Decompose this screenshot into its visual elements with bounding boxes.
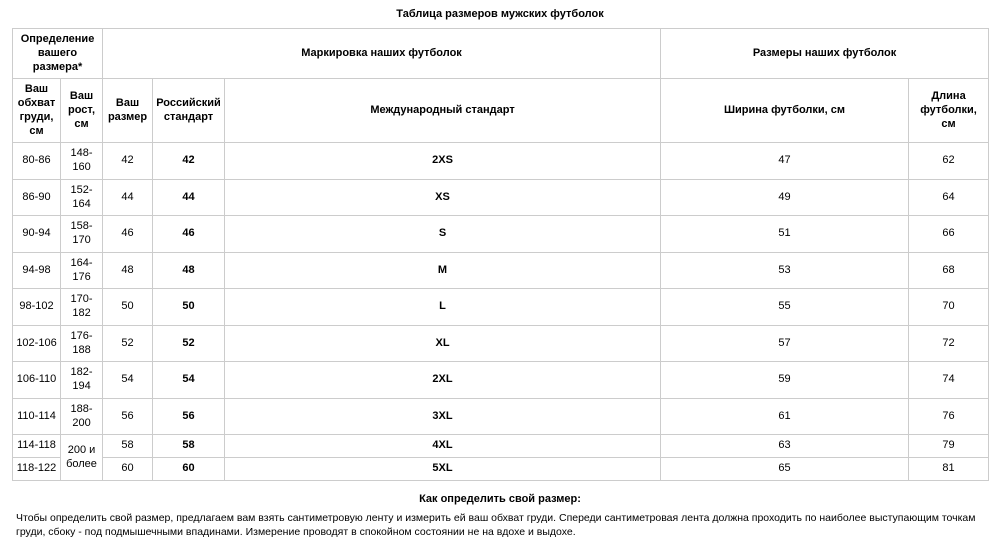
table-cell: 3XL [225,398,661,435]
table-cell: 46 [153,216,225,253]
table-cell: 148-160 [61,143,103,180]
table-cell: 152-164 [61,179,103,216]
table-cell: 54 [103,362,153,399]
table-cell: 94-98 [13,252,61,289]
table-cell: 55 [661,289,909,326]
table-cell: 65 [661,458,909,481]
table-cell: 5XL [225,458,661,481]
page-title: Таблица размеров мужских футболок [12,8,988,20]
table-cell: 53 [661,252,909,289]
table-cell: 46 [103,216,153,253]
table-cell: S [225,216,661,253]
th-height: Ваш рост, см [61,79,103,143]
table-cell: 74 [909,362,989,399]
table-cell: 68 [909,252,989,289]
table-cell: 79 [909,435,989,458]
table-cell: 66 [909,216,989,253]
table-cell: 58 [153,435,225,458]
table-cell: 42 [153,143,225,180]
table-body: 80-86148-16042422XS476286-90152-1644444X… [13,143,989,481]
table-cell: 52 [103,325,153,362]
table-cell: 182-194 [61,362,103,399]
table-cell: 44 [153,179,225,216]
table-cell: 51 [661,216,909,253]
table-cell: 114-118 [13,435,61,458]
table-cell: 102-106 [13,325,61,362]
table-cell: 158-170 [61,216,103,253]
table-row: 90-94158-1704646S5166 [13,216,989,253]
table-cell: 164-176 [61,252,103,289]
th-chest: Ваш обхват груди, см [13,79,61,143]
th-width: Ширина футболки, см [661,79,909,143]
table-cell: 2XS [225,143,661,180]
table-cell: 170-182 [61,289,103,326]
table-cell: 64 [909,179,989,216]
th-length: Длина футболки, см [909,79,989,143]
table-row: 118-12260605XL6581 [13,458,989,481]
table-cell: 61 [661,398,909,435]
table-row: 110-114188-20056563XL6176 [13,398,989,435]
th-your: Ваш размер [103,79,153,143]
table-cell: 49 [661,179,909,216]
table-cell: 48 [153,252,225,289]
th-group-sizes: Размеры наших футболок [661,29,989,79]
table-cell: XS [225,179,661,216]
table-cell: 81 [909,458,989,481]
table-row: 114-118200 и более58584XL6379 [13,435,989,458]
table-row: 106-110182-19454542XL5974 [13,362,989,399]
size-table: Определение вашего размера* Маркировка н… [12,28,989,481]
table-cell: 50 [153,289,225,326]
table-cell: 56 [103,398,153,435]
table-cell: 72 [909,325,989,362]
table-cell: 42 [103,143,153,180]
table-cell: 52 [153,325,225,362]
table-cell: 60 [103,458,153,481]
how-text: Чтобы определить свой размер, предлагаем… [12,511,988,539]
table-cell: 2XL [225,362,661,399]
th-rus: Российский стандарт [153,79,225,143]
table-row: 86-90152-1644444XS4964 [13,179,989,216]
table-cell: 118-122 [13,458,61,481]
table-cell: XL [225,325,661,362]
table-cell: 4XL [225,435,661,458]
th-group-determine: Определение вашего размера* [13,29,103,79]
table-cell: 188-200 [61,398,103,435]
table-cell: 70 [909,289,989,326]
table-cell: 98-102 [13,289,61,326]
table-cell: L [225,289,661,326]
table-row: 80-86148-16042422XS4762 [13,143,989,180]
how-title: Как определить свой размер: [12,493,988,505]
table-cell: 50 [103,289,153,326]
table-cell: 44 [103,179,153,216]
table-cell: 56 [153,398,225,435]
table-cell: 86-90 [13,179,61,216]
table-cell: 48 [103,252,153,289]
th-group-marking: Маркировка наших футболок [103,29,661,79]
table-cell: 110-114 [13,398,61,435]
table-cell: 90-94 [13,216,61,253]
table-row: 94-98164-1764848M5368 [13,252,989,289]
table-cell: 59 [661,362,909,399]
table-row: 98-102170-1825050L5570 [13,289,989,326]
table-cell: 54 [153,362,225,399]
th-intl: Международный стандарт [225,79,661,143]
table-cell: 106-110 [13,362,61,399]
table-row: 102-106176-1885252XL5772 [13,325,989,362]
table-cell: 58 [103,435,153,458]
table-cell: 60 [153,458,225,481]
table-cell: 200 и более [61,435,103,481]
table-cell: 62 [909,143,989,180]
table-cell: 80-86 [13,143,61,180]
table-cell: 63 [661,435,909,458]
table-cell: 57 [661,325,909,362]
table-cell: 47 [661,143,909,180]
table-cell: 176-188 [61,325,103,362]
table-cell: M [225,252,661,289]
table-cell: 76 [909,398,989,435]
